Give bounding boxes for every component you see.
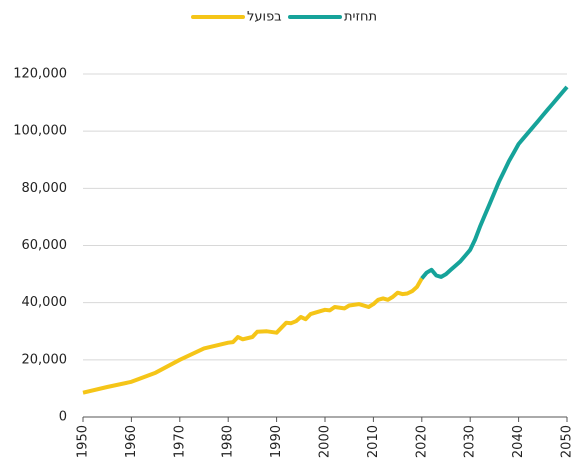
x-tick-label: 1980 — [221, 425, 236, 458]
x-tick-label: 1970 — [172, 425, 187, 458]
x-tick-label: 1950 — [76, 425, 91, 458]
x-tick-label: 1960 — [124, 425, 139, 458]
y-tick-label: 80,000 — [22, 181, 68, 196]
x-tick-label: 2020 — [414, 425, 429, 458]
legend-label: בפועל — [247, 10, 282, 25]
line — [420, 85, 569, 280]
y-tick-label: 100,000 — [13, 124, 67, 139]
y-tick-label: 60,000 — [22, 238, 68, 253]
x-tick-label: 2010 — [366, 425, 381, 458]
x-tick-label: 1990 — [269, 425, 284, 458]
x-tick-label: 2000 — [318, 425, 333, 458]
y-tick-label: 20,000 — [22, 352, 68, 367]
y-tick-label: 120,000 — [13, 67, 67, 82]
x-tick-label: 2030 — [463, 425, 478, 458]
y-tick-label: 40,000 — [22, 295, 68, 310]
line — [82, 277, 424, 395]
legend-label: תחזית — [344, 10, 377, 25]
x-tick-label: 2040 — [511, 425, 526, 458]
y-tick-label: 0 — [59, 410, 67, 425]
x-tick-label: 2050 — [560, 425, 575, 458]
